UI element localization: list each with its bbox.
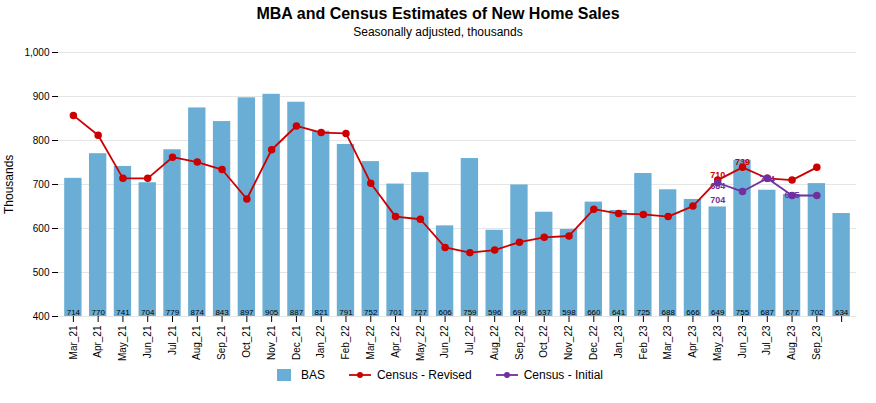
svg-text:666: 666: [686, 308, 700, 317]
svg-text:701: 701: [389, 308, 403, 317]
svg-text:821: 821: [315, 308, 329, 317]
svg-text:687: 687: [761, 308, 775, 317]
svg-text:Feb_22: Feb_22: [340, 325, 351, 359]
svg-text:Sep_21: Sep_21: [216, 325, 227, 360]
html-text:MBA and Census Estimates of Ne: MBA and Census Estimates of New Home Sal…: [256, 5, 620, 22]
svg-text:Aug_21: Aug_21: [191, 325, 202, 360]
svg-text:684: 684: [710, 181, 725, 191]
svg-text:700: 700: [33, 179, 50, 190]
svg-text:770: 770: [91, 308, 105, 317]
svg-text:800: 800: [33, 135, 50, 146]
svg-text:688: 688: [661, 308, 675, 317]
html-text:Seasonally adjusted, thousands: Seasonally adjusted, thousands: [353, 25, 523, 39]
svg-text:Mar_21: Mar_21: [68, 325, 79, 359]
svg-text:704: 704: [710, 195, 725, 205]
svg-text:741: 741: [116, 308, 130, 317]
svg-text:Jun_21: Jun_21: [142, 325, 153, 358]
svg-text:Jun_23: Jun_23: [737, 325, 748, 358]
svg-text:727: 727: [414, 308, 428, 317]
svg-text:699: 699: [513, 308, 527, 317]
svg-text:Sep_22: Sep_22: [514, 325, 525, 360]
svg-text:Mar_22: Mar_22: [365, 325, 376, 359]
svg-text:714: 714: [760, 174, 775, 184]
svg-text:606: 606: [438, 308, 452, 317]
svg-text:Sep_23: Sep_23: [811, 325, 822, 360]
svg-text:759: 759: [463, 308, 477, 317]
svg-text:Aug_23: Aug_23: [786, 325, 797, 360]
svg-text:May_21: May_21: [117, 325, 128, 361]
svg-text:May_23: May_23: [712, 325, 723, 361]
svg-text:702: 702: [810, 308, 824, 317]
svg-text:Jun_22: Jun_22: [439, 325, 450, 358]
svg-text:Mar_23: Mar_23: [662, 325, 673, 359]
svg-text:874: 874: [191, 308, 205, 317]
html-text:Census - Revised: Census - Revised: [377, 368, 472, 382]
svg-text:600: 600: [33, 223, 50, 234]
svg-text:Jul_22: Jul_22: [464, 325, 475, 355]
svg-text:Apr_22: Apr_22: [390, 325, 401, 358]
svg-text:843: 843: [215, 308, 229, 317]
svg-text:752: 752: [364, 308, 378, 317]
svg-text:Apr_23: Apr_23: [687, 325, 698, 358]
svg-text:675: 675: [785, 190, 800, 200]
svg-text:Aug_22: Aug_22: [489, 325, 500, 360]
svg-text:634: 634: [835, 308, 849, 317]
svg-text:1,000: 1,000: [24, 47, 49, 58]
html-text:BAS: BAS: [300, 368, 325, 382]
svg-text:710: 710: [710, 170, 725, 180]
svg-text:Jul_23: Jul_23: [761, 325, 772, 355]
svg-text:Nov_22: Nov_22: [563, 325, 574, 360]
svg-text:500: 500: [33, 267, 50, 278]
svg-text:887: 887: [290, 308, 304, 317]
svg-text:Dec_21: Dec_21: [291, 325, 302, 360]
svg-text:May_22: May_22: [415, 325, 426, 361]
svg-text:897: 897: [240, 308, 254, 317]
svg-text:Dec_22: Dec_22: [588, 325, 599, 360]
svg-text:Oct_21: Oct_21: [241, 325, 252, 358]
svg-text:755: 755: [736, 308, 750, 317]
svg-text:Jan_23: Jan_23: [613, 325, 624, 358]
svg-text:400: 400: [33, 311, 50, 322]
svg-text:Jan_22: Jan_22: [315, 325, 326, 358]
svg-text:637: 637: [538, 308, 552, 317]
svg-text:Nov_21: Nov_21: [266, 325, 277, 360]
svg-text:649: 649: [711, 308, 725, 317]
svg-text:900: 900: [33, 91, 50, 102]
svg-text:677: 677: [785, 308, 799, 317]
svg-text:660: 660: [587, 308, 601, 317]
svg-text:905: 905: [265, 308, 279, 317]
svg-text:Oct_22: Oct_22: [538, 325, 549, 358]
html-text:Census - Initial: Census - Initial: [523, 368, 603, 382]
svg-text:779: 779: [166, 308, 180, 317]
svg-text:596: 596: [488, 308, 502, 317]
svg-text:714: 714: [67, 308, 81, 317]
svg-text:791: 791: [339, 308, 353, 317]
svg-text:641: 641: [612, 308, 626, 317]
svg-text:725: 725: [637, 308, 651, 317]
svg-text:739: 739: [735, 157, 750, 167]
svg-text:Jul_21: Jul_21: [167, 325, 178, 355]
svg-text:Feb_23: Feb_23: [638, 325, 649, 359]
html-text:Thousands: Thousands: [2, 154, 16, 214]
svg-text:Apr_21: Apr_21: [92, 325, 103, 358]
svg-text:704: 704: [141, 308, 155, 317]
svg-text:598: 598: [562, 308, 576, 317]
